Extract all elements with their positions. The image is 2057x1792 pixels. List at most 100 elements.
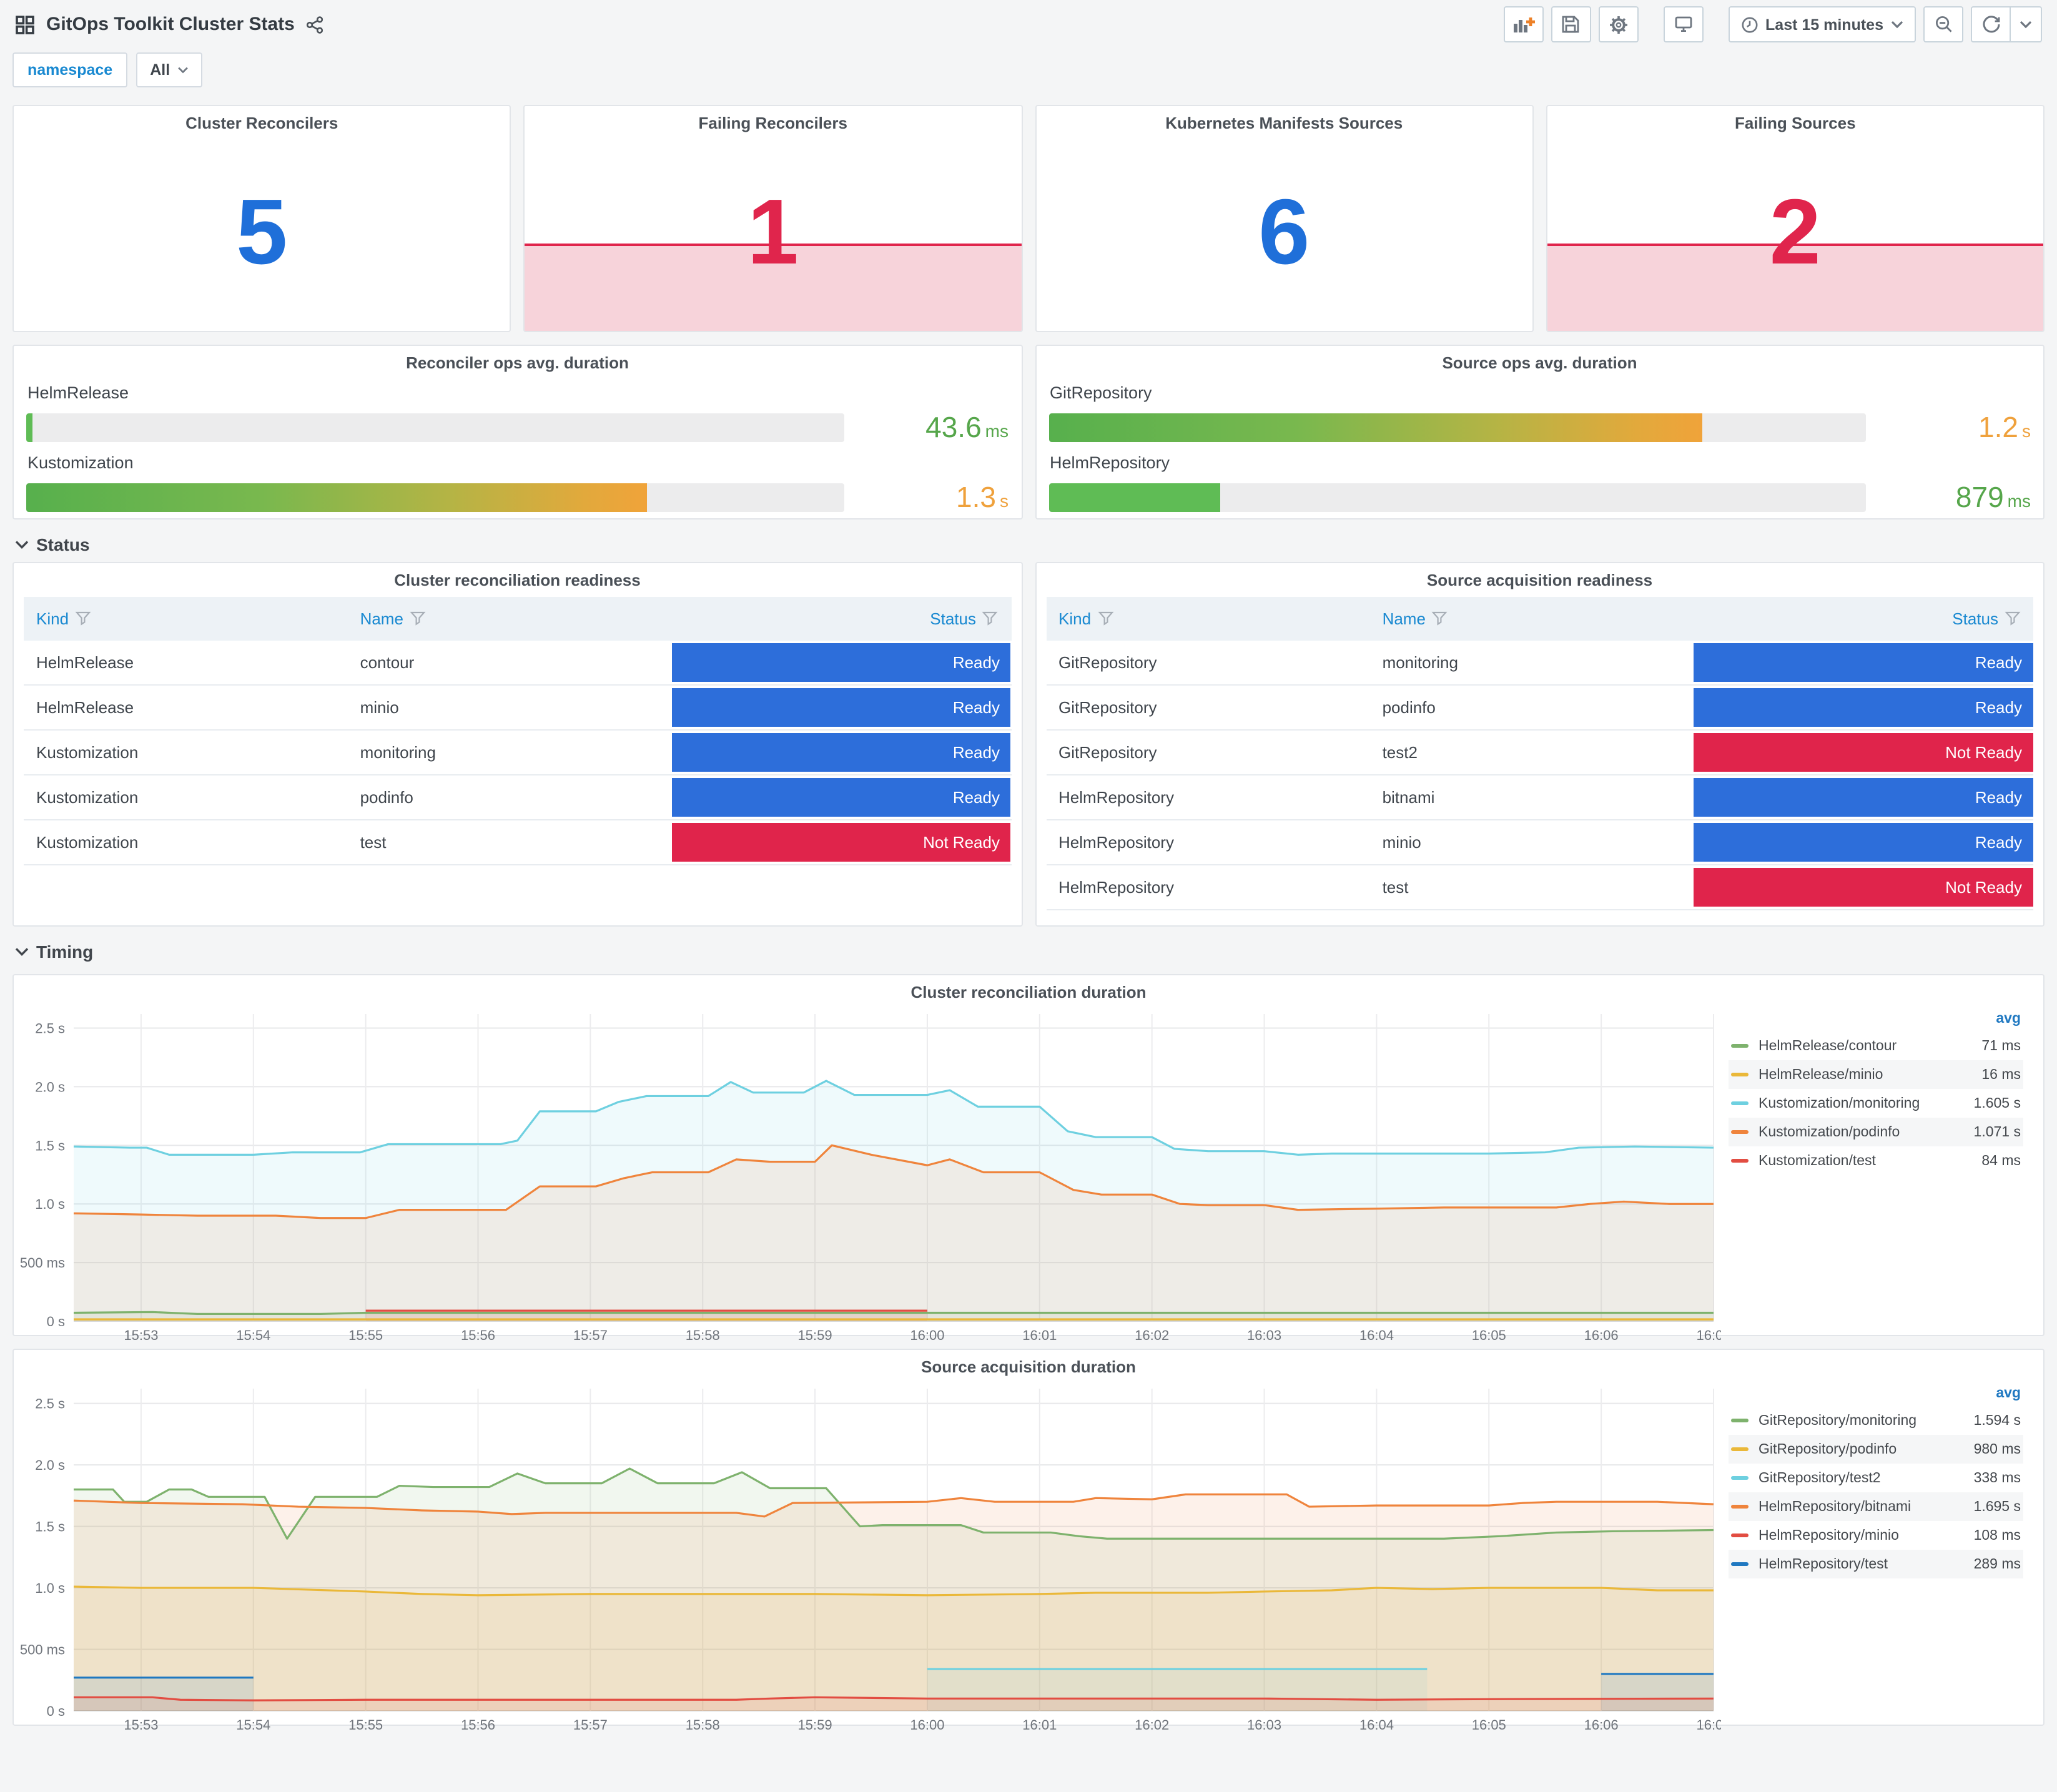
cell-name: minio <box>1382 833 1421 852</box>
gauge-value: 43.6 ms <box>861 411 1009 445</box>
zoom-out-button[interactable] <box>1923 6 1963 42</box>
svg-text:15:56: 15:56 <box>461 1717 495 1733</box>
legend-series-name[interactable]: HelmRepository/test <box>1759 1557 1888 1572</box>
table-row: HelmRepository bitnami Ready <box>1046 775 2033 820</box>
column-header-kind[interactable]: Kind <box>24 609 348 628</box>
svg-text:15:59: 15:59 <box>798 1717 832 1733</box>
timeseries-plot[interactable]: 0 s 500 ms 1.0 s 1.5 s 2.0 s 2.5 s 15:53 15:54 1… <box>16 1004 1731 1343</box>
gauge-rows: GitRepository 1.2 s HelmRepository 879 ms <box>1048 380 2031 514</box>
table-row: Kustomization test Not Ready <box>24 820 1011 865</box>
legend-series-name[interactable]: GitRepository/podinfo <box>1759 1442 1897 1457</box>
svg-text:16:03: 16:03 <box>1247 1327 1281 1343</box>
gauge-value: 1.2 s <box>1883 411 2031 445</box>
svg-text:0 s: 0 s <box>47 1703 65 1719</box>
legend-series-name[interactable]: GitRepository/test2 <box>1759 1470 1881 1485</box>
legend-series-avg: 1.605 s <box>1973 1096 2021 1111</box>
stat-panel: Cluster Reconcilers 5 <box>12 105 511 332</box>
legend-series-name[interactable]: GitRepository/monitoring <box>1759 1413 1917 1428</box>
table-row: HelmRelease minio Ready <box>24 686 1011 731</box>
cell-name: contour <box>360 653 415 672</box>
status-badge: Ready <box>1694 643 2033 682</box>
legend-avg-header[interactable]: avg <box>1996 1012 2021 1026</box>
svg-text:16:02: 16:02 <box>1135 1327 1169 1343</box>
refresh-interval-dropdown[interactable] <box>2011 6 2042 42</box>
table-panel-title[interactable]: Source acquisition readiness <box>1426 571 1653 589</box>
stat-alert-sparkline <box>525 243 1021 331</box>
namespace-variable-select[interactable]: All <box>136 52 203 87</box>
gauge-row-label: HelmRepository <box>1050 453 1170 472</box>
stat-panel-title[interactable]: Failing Sources <box>1734 114 1856 132</box>
filter-funnel-icon[interactable] <box>410 611 426 627</box>
cell-status: Ready <box>671 686 1011 729</box>
status-badge: Ready <box>671 733 1011 772</box>
panel-title[interactable]: Source acquisition duration <box>921 1357 1136 1376</box>
filter-funnel-icon[interactable] <box>1097 611 1113 627</box>
column-header-label: Status <box>930 609 976 628</box>
cell-kind: HelmRelease <box>36 698 134 717</box>
legend-series-name[interactable]: HelmRelease/contour <box>1759 1038 1897 1053</box>
column-header-label: Kind <box>1058 609 1092 628</box>
column-header-name[interactable]: Name <box>348 609 672 628</box>
timing-section-toggle[interactable]: Timing <box>15 942 2057 962</box>
gauge-panel-title[interactable]: Reconciler ops avg. duration <box>406 353 629 372</box>
svg-text:2.5 s: 2.5 s <box>35 1396 65 1412</box>
status-section-toggle[interactable]: Status <box>15 534 2057 554</box>
table-panel-title[interactable]: Cluster reconciliation readiness <box>394 571 641 589</box>
column-header-kind[interactable]: Kind <box>1046 609 1370 628</box>
svg-text:16:05: 16:05 <box>1472 1327 1506 1343</box>
gauge-panel-title[interactable]: Source ops avg. duration <box>1442 353 1637 372</box>
legend-series-name[interactable]: HelmRepository/bitnami <box>1759 1499 1911 1514</box>
svg-text:1.5 s: 1.5 s <box>35 1519 65 1535</box>
stat-panel-title[interactable]: Cluster Reconcilers <box>185 114 338 132</box>
table-row: Kustomization podinfo Ready <box>24 775 1011 820</box>
column-header-status[interactable]: Status <box>1694 609 2033 628</box>
filter-funnel-icon[interactable] <box>1432 611 1448 627</box>
filter-funnel-icon[interactable] <box>982 611 999 627</box>
column-header-status[interactable]: Status <box>671 609 1011 628</box>
dashboard-settings-button[interactable] <box>1598 6 1639 42</box>
svg-text:16:07: 16:07 <box>1696 1717 1721 1733</box>
svg-text:16:01: 16:01 <box>1022 1327 1057 1343</box>
cell-name: podinfo <box>1382 698 1436 717</box>
add-panel-button[interactable] <box>1503 6 1544 42</box>
legend-series-name[interactable]: HelmRepository/minio <box>1759 1528 1899 1543</box>
legend-series-avg: 1.071 s <box>1973 1125 2021 1140</box>
gauge-track <box>26 483 844 512</box>
cell-kind: Kustomization <box>36 833 139 852</box>
cell-status: Ready <box>671 775 1011 819</box>
panel-title[interactable]: Cluster reconciliation duration <box>910 983 1147 1002</box>
stat-panel-title[interactable]: Failing Reconcilers <box>698 114 847 132</box>
cycle-view-mode-button[interactable] <box>1663 6 1704 42</box>
cell-status: Not Ready <box>1694 731 2033 774</box>
gauge-panels-row: Reconciler ops avg. duration HelmRelease 4… <box>0 345 2057 519</box>
gauge-row: 879 ms <box>1048 481 2031 514</box>
column-header-label: Name <box>1382 609 1426 628</box>
legend-avg-header[interactable]: avg <box>1996 1386 2021 1401</box>
status-badge: Not Ready <box>1694 868 2033 907</box>
cell-name: monitoring <box>1382 653 1458 672</box>
svg-text:16:01: 16:01 <box>1022 1717 1057 1733</box>
legend-series-name[interactable]: HelmRelease/minio <box>1759 1067 1883 1082</box>
chart-legend: avg GitRepository/monitoring 1.594 s GitRep… <box>1721 1379 2036 1717</box>
cell-status: Ready <box>1694 775 2033 819</box>
share-icon[interactable] <box>306 16 323 33</box>
filter-funnel-icon[interactable] <box>2005 611 2021 627</box>
status-badge: Ready <box>1694 688 2033 727</box>
timeseries-canvas[interactable]: 0 s 500 ms 1.0 s 1.5 s 2.0 s 2.5 s 15:53 15:54 1… <box>16 1004 1731 1346</box>
gauge-value-unit: ms <box>2007 491 2031 511</box>
time-range-picker[interactable]: Last 15 minutes <box>1728 6 1916 42</box>
filter-funnel-icon[interactable] <box>75 611 91 627</box>
save-dashboard-button[interactable] <box>1551 6 1591 42</box>
dashboard-grid-icon[interactable] <box>15 14 35 34</box>
refresh-button[interactable] <box>1971 6 2011 42</box>
column-header-name[interactable]: Name <box>1370 609 1694 628</box>
svg-text:15:59: 15:59 <box>798 1327 832 1343</box>
legend-series-name[interactable]: Kustomization/podinfo <box>1759 1125 1900 1140</box>
stat-panel-title[interactable]: Kubernetes Manifests Sources <box>1165 114 1403 132</box>
svg-text:16:04: 16:04 <box>1359 1717 1394 1733</box>
timeseries-plot[interactable]: 0 s 500 ms 1.0 s 1.5 s 2.0 s 2.5 s 15:53 15:54 1… <box>16 1379 1731 1733</box>
legend-series-name[interactable]: Kustomization/monitoring <box>1759 1096 1920 1111</box>
legend-series-name[interactable]: Kustomization/test <box>1759 1153 1876 1168</box>
svg-text:15:54: 15:54 <box>236 1327 270 1343</box>
timeseries-canvas[interactable]: 0 s 500 ms 1.0 s 1.5 s 2.0 s 2.5 s 15:53 15:54 1… <box>16 1379 1731 1736</box>
